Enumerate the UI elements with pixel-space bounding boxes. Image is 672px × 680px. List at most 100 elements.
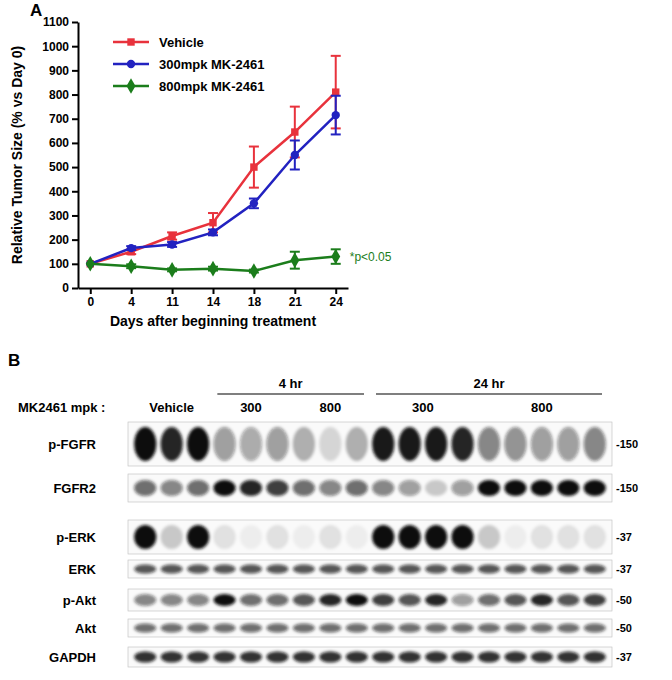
- band: [346, 427, 368, 461]
- band: [346, 624, 368, 633]
- y-tick-label: 0: [62, 281, 69, 295]
- band: [425, 594, 447, 606]
- band: [346, 594, 368, 606]
- band: [451, 624, 473, 633]
- band: [478, 594, 500, 606]
- row-label: FGFR2: [53, 481, 96, 496]
- bands: [134, 624, 606, 633]
- band: [531, 594, 553, 606]
- band: [478, 480, 500, 496]
- error-bar: [167, 232, 177, 239]
- band: [531, 565, 553, 574]
- band: [213, 624, 235, 633]
- band: [266, 427, 288, 461]
- x-tick-mark: [213, 288, 215, 294]
- band: [240, 624, 262, 633]
- y-tick: 600: [49, 136, 78, 150]
- band: [425, 652, 447, 663]
- band: [372, 565, 394, 574]
- y-tick-mark: [72, 46, 78, 48]
- y-tick-label: 1000: [42, 40, 69, 54]
- band: [187, 624, 209, 633]
- band: [346, 480, 368, 496]
- x-tick-label: 11: [166, 295, 179, 309]
- marker: [290, 252, 299, 268]
- blot-row: p-ERK-37: [56, 520, 632, 554]
- x-tick-mark: [294, 288, 296, 294]
- mw-label: -150: [616, 438, 638, 450]
- blot-header: MK2461 mpk :: [18, 400, 105, 415]
- band: [504, 652, 526, 663]
- legend-marker: [127, 38, 134, 45]
- band: [240, 594, 262, 606]
- band: [399, 525, 421, 549]
- band: [213, 565, 235, 574]
- y-tick-mark: [72, 142, 78, 144]
- group-label: Vehicle: [149, 400, 194, 415]
- band: [346, 652, 368, 663]
- y-tick: 0: [62, 281, 78, 295]
- x-tick-label: 0: [87, 295, 94, 309]
- band: [531, 525, 553, 549]
- band: [134, 565, 156, 574]
- series: [87, 56, 341, 268]
- band: [372, 624, 394, 633]
- x-axis-title: Days after beginning treatment: [110, 313, 316, 329]
- band: [293, 525, 315, 549]
- x-tick-mark: [131, 288, 133, 294]
- blot-row: ERK -37: [69, 560, 632, 578]
- band: [187, 525, 209, 549]
- error-bar: [290, 140, 300, 169]
- y-tick: 800: [49, 88, 78, 102]
- band: [134, 652, 156, 663]
- band: [584, 525, 606, 549]
- band: [584, 427, 606, 461]
- x-tick: 0: [87, 288, 94, 309]
- blot-strip: [128, 474, 612, 502]
- band: [319, 480, 341, 496]
- error-bar: [331, 96, 341, 135]
- row-label: p-Akt: [63, 593, 97, 608]
- y-tick-mark: [72, 215, 78, 217]
- annotation: *p<0.05: [350, 250, 392, 264]
- y-tick-label: 500: [49, 160, 69, 174]
- band: [531, 427, 553, 461]
- band: [451, 427, 473, 461]
- band: [319, 427, 341, 461]
- band: [293, 427, 315, 461]
- legend-marker: [127, 78, 136, 94]
- error-cap: [290, 106, 300, 108]
- dose-label: 800: [531, 400, 553, 415]
- bands: [134, 565, 606, 574]
- x-tick-mark: [253, 288, 255, 294]
- band: [372, 480, 394, 496]
- band: [319, 624, 341, 633]
- marker: [291, 128, 298, 135]
- error-cap: [331, 95, 341, 97]
- band: [557, 624, 579, 633]
- timepoint-label: 4 hr: [279, 376, 303, 391]
- y-tick: 500: [49, 160, 78, 174]
- y-tick-mark: [72, 22, 78, 24]
- figure: A010020030040050060070080090010001100041…: [0, 0, 672, 680]
- mw-label: -50: [616, 594, 632, 606]
- marker: [168, 240, 176, 248]
- mw-label: -37: [616, 563, 632, 575]
- band: [451, 525, 473, 549]
- band: [557, 427, 579, 461]
- band: [266, 624, 288, 633]
- row-label: GAPDH: [49, 650, 96, 665]
- band: [240, 565, 262, 574]
- band: [451, 594, 473, 606]
- blot-strip: [128, 520, 612, 554]
- y-tick-label: 300: [49, 209, 69, 223]
- band: [399, 624, 421, 633]
- timepoint-label: 24 hr: [473, 376, 504, 391]
- row-label: ERK: [69, 562, 97, 577]
- y-tick-mark: [72, 167, 78, 169]
- y-tick-mark: [72, 94, 78, 96]
- x-tick: 4: [128, 288, 135, 309]
- band: [187, 480, 209, 496]
- y-tick: 200: [49, 233, 78, 247]
- legend-entry: Vehicle: [113, 35, 204, 50]
